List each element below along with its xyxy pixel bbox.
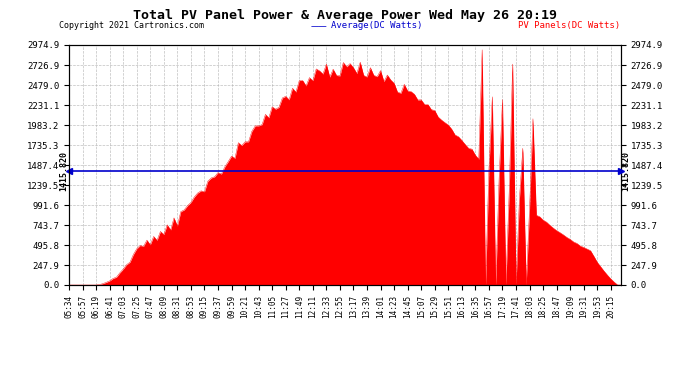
- Text: Total PV Panel Power & Average Power Wed May 26 20:19: Total PV Panel Power & Average Power Wed…: [133, 9, 557, 22]
- Text: Average(DC Watts): Average(DC Watts): [331, 21, 422, 30]
- Text: Copyright 2021 Cartronics.com: Copyright 2021 Cartronics.com: [59, 21, 204, 30]
- Text: 1415.820: 1415.820: [59, 151, 68, 191]
- Text: ——: ——: [311, 22, 328, 32]
- Text: PV Panels(DC Watts): PV Panels(DC Watts): [518, 21, 620, 30]
- Text: 1415.820: 1415.820: [622, 151, 631, 191]
